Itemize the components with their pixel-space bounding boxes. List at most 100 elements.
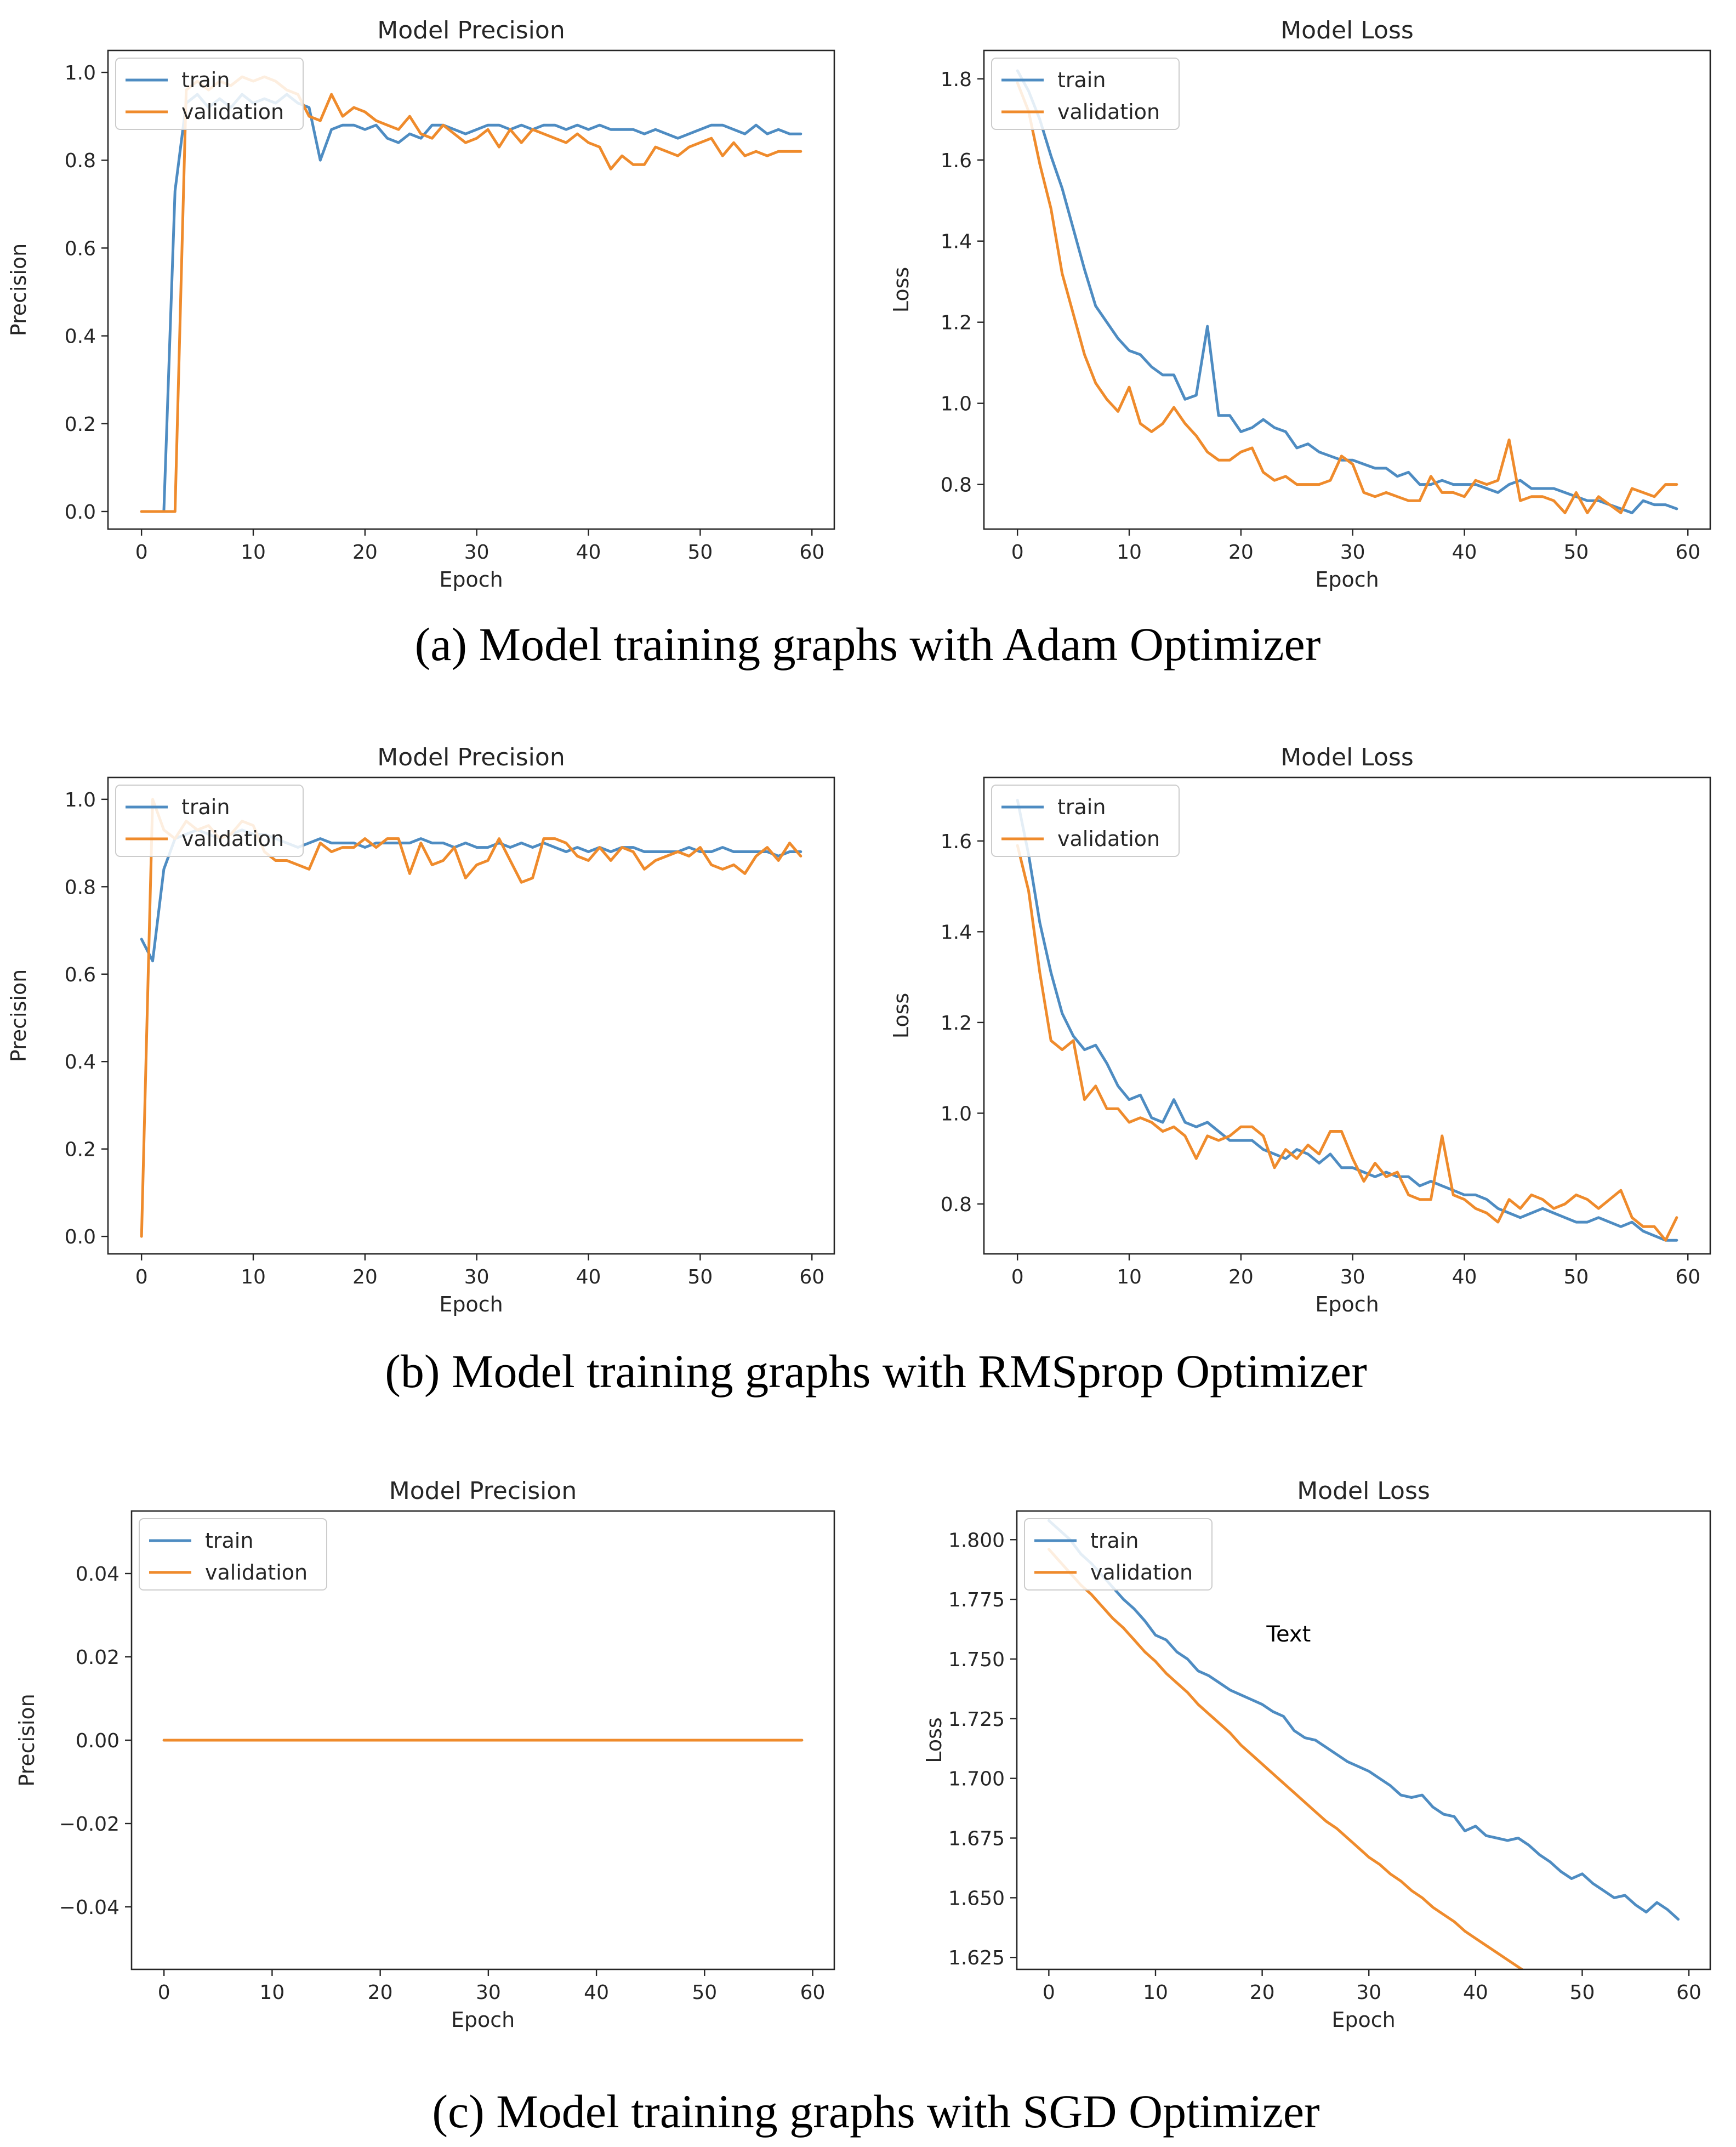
series-line-train [1047, 1519, 1680, 1921]
y-axis-label: Loss [889, 993, 913, 1038]
x-tick-label: 40 [1452, 1266, 1477, 1288]
y-tick-label: 0.2 [65, 413, 96, 436]
legend-label-train: train [1090, 1529, 1139, 1553]
legend-label-train: train [205, 1529, 253, 1553]
y-axis-label: Precision [7, 969, 31, 1063]
x-tick-label: 30 [1340, 1266, 1365, 1288]
legend-label-validation: validation [1057, 100, 1160, 124]
x-axis-label: Epoch [1331, 2008, 1395, 2032]
plot-frame [983, 776, 1711, 1255]
y-tick-label: 1.700 [948, 1768, 1005, 1791]
x-tick-label: 50 [692, 1981, 717, 2004]
chart-a-precision: Model Precision 0 10 20 30 40 50 60 0.0 0.2 0.4 0.6… [7, 16, 835, 592]
x-tick-label: 50 [1563, 1266, 1589, 1288]
y-tick-label: 1.750 [948, 1649, 1005, 1671]
x-tick-label: 30 [476, 1981, 501, 2004]
x-tick-label: 10 [241, 1266, 266, 1288]
y-tick-label: 1.625 [948, 1947, 1005, 1969]
y-tick-label: 1.675 [948, 1828, 1005, 1850]
x-axis-label: Epoch [451, 2008, 515, 2032]
y-tick-label: 0.02 [76, 1646, 119, 1669]
x-tick-label: 20 [368, 1981, 393, 2004]
y-tick-label: 1.2 [941, 312, 972, 334]
x-axis-label: Epoch [439, 567, 503, 592]
chart-c-loss: Model Loss 0 10 20 30 40 50 60 1.625 1.650 1.675 1.… [922, 1477, 1711, 2032]
series-line-validation [1016, 844, 1678, 1242]
x-tick-label: 30 [464, 1266, 490, 1288]
chart-c-precision: Model Precision 0 10 20 30 40 50 60 −0.04 −0.02 0.… [15, 1477, 835, 2032]
legend-label-train: train [1057, 795, 1106, 819]
y-tick-label: 0.0 [65, 1226, 96, 1248]
chart-title: Model Precision [389, 1477, 577, 1505]
y-tick-label: 1.8 [941, 69, 972, 91]
caption-a: (a) Model training graphs with Adam Opti… [415, 618, 1321, 671]
y-tick-label: 0.4 [65, 1051, 96, 1074]
y-axis-label: Precision [7, 243, 31, 337]
x-tick-label: 0 [135, 541, 148, 564]
x-tick-label: 50 [687, 1266, 713, 1288]
x-axis-label: Epoch [1315, 1292, 1379, 1316]
y-axis-label: Precision [15, 1694, 39, 1787]
legend-label-validation: validation [181, 100, 284, 124]
y-tick-label: 1.6 [941, 150, 972, 172]
x-tick-label: 0 [1011, 1266, 1024, 1288]
y-tick-label: 1.4 [941, 231, 972, 253]
y-tick-label: 0.8 [65, 150, 96, 172]
x-tick-label: 40 [576, 1266, 601, 1288]
x-tick-label: 0 [1043, 1981, 1055, 2004]
y-tick-label: 0.2 [65, 1139, 96, 1161]
y-tick-label: 0.8 [941, 1194, 972, 1216]
legend-label-validation: validation [1057, 827, 1160, 851]
x-tick-label: 60 [799, 1266, 824, 1288]
y-tick-label: 0.0 [65, 501, 96, 524]
x-tick-label: 10 [241, 541, 266, 564]
y-tick-label: 0.8 [65, 876, 96, 899]
legend-label-train: train [1057, 68, 1106, 92]
legend-label-validation: validation [1090, 1560, 1193, 1584]
y-tick-label: 1.775 [948, 1589, 1005, 1611]
chart-title: Model Loss [1280, 16, 1414, 44]
y-tick-label: 0.4 [65, 326, 96, 348]
x-tick-label: 40 [576, 541, 601, 564]
y-axis-label: Loss [922, 1717, 946, 1763]
plot-frame [983, 49, 1711, 530]
y-axis-label: Loss [889, 267, 913, 313]
x-tick-label: 30 [1340, 541, 1365, 564]
x-tick-label: 0 [135, 1266, 148, 1288]
x-axis-label: Epoch [1315, 567, 1379, 592]
x-tick-label: 50 [687, 541, 713, 564]
x-tick-label: 20 [1228, 1266, 1254, 1288]
series-line-validation [1016, 81, 1678, 514]
y-tick-label: 1.0 [65, 789, 96, 811]
x-tick-label: 10 [1117, 1266, 1142, 1288]
x-tick-label: 50 [1563, 541, 1589, 564]
y-tick-label: 1.0 [65, 62, 96, 84]
y-tick-label: 1.2 [941, 1012, 972, 1035]
y-tick-label: 1.725 [948, 1708, 1005, 1731]
y-tick-label: 0.00 [76, 1730, 119, 1752]
x-tick-label: 60 [1675, 1266, 1700, 1288]
y-tick-label: 0.04 [76, 1563, 119, 1586]
y-tick-label: 1.6 [941, 831, 972, 853]
x-tick-label: 30 [1356, 1981, 1381, 2004]
legend-label-train: train [181, 68, 230, 92]
series-line-validation [1047, 1548, 1524, 1969]
plot-area [1016, 798, 1678, 1242]
x-tick-label: 40 [584, 1981, 609, 2004]
legend-label-validation: validation [181, 827, 284, 851]
y-tick-label: 1.800 [948, 1529, 1005, 1552]
y-tick-label: 1.0 [941, 393, 972, 416]
y-tick-label: 0.6 [65, 964, 96, 986]
x-tick-label: 60 [1675, 541, 1700, 564]
x-tick-label: 20 [1228, 541, 1254, 564]
x-tick-label: 10 [1117, 541, 1142, 564]
legend-label-validation: validation [205, 1560, 308, 1584]
plot-frame [1016, 1510, 1711, 1970]
chart-title: Model Loss [1280, 743, 1414, 771]
plot-frame [130, 1510, 835, 1970]
y-tick-label: 1.650 [948, 1887, 1005, 1910]
plot-area [1016, 69, 1678, 514]
x-tick-label: 60 [1676, 1981, 1701, 2004]
x-tick-label: 60 [800, 1981, 826, 2004]
